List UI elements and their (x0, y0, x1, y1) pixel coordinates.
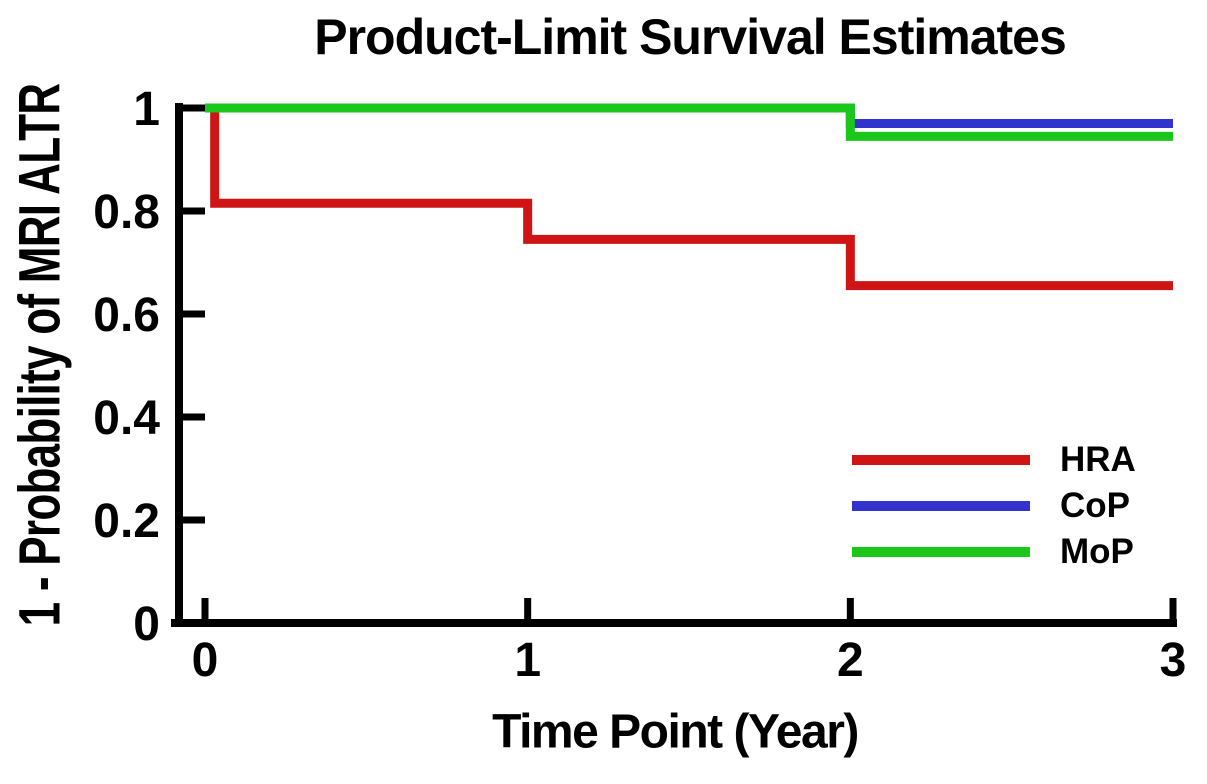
y-tick-label: 0.6 (93, 289, 160, 342)
axis-ticks (181, 104, 1177, 627)
legend-item-mop: MoP (852, 529, 1136, 575)
series-line-mop (205, 103, 1173, 141)
legend-item-hra: HRA (852, 437, 1136, 483)
legend: HRA CoP MoP (852, 437, 1136, 575)
series-line-hra (205, 103, 1173, 291)
legend-swatch-mop (852, 547, 1030, 557)
x-tick-label: 3 (1160, 634, 1187, 687)
legend-label-cop: CoP (1060, 486, 1130, 525)
series-lines (205, 103, 1173, 291)
legend-label-hra: HRA (1060, 440, 1136, 479)
y-tick-label: 0.4 (93, 392, 160, 445)
x-axis-title: Time Point (Year) (492, 705, 859, 759)
x-tick-label: 2 (837, 634, 864, 687)
axes (171, 103, 1177, 627)
y-tick-label: 0 (133, 598, 160, 651)
legend-swatch-cop (852, 501, 1030, 511)
y-tick-label: 0.8 (93, 186, 160, 239)
y-tick-label: 1 (133, 83, 160, 136)
legend-label-mop: MoP (1060, 532, 1134, 571)
x-tick-label: 1 (514, 634, 541, 687)
y-tick-label: 0.2 (93, 495, 160, 548)
chart-title: Product-Limit Survival Estimates (314, 9, 1067, 65)
legend-swatch-hra (852, 455, 1030, 465)
x-tick-label: 0 (192, 634, 219, 687)
legend-item-cop: CoP (852, 483, 1136, 529)
axis-tick-labels: 0 0.2 0.4 0.6 0.8 1 0 1 2 3 (93, 83, 1186, 687)
